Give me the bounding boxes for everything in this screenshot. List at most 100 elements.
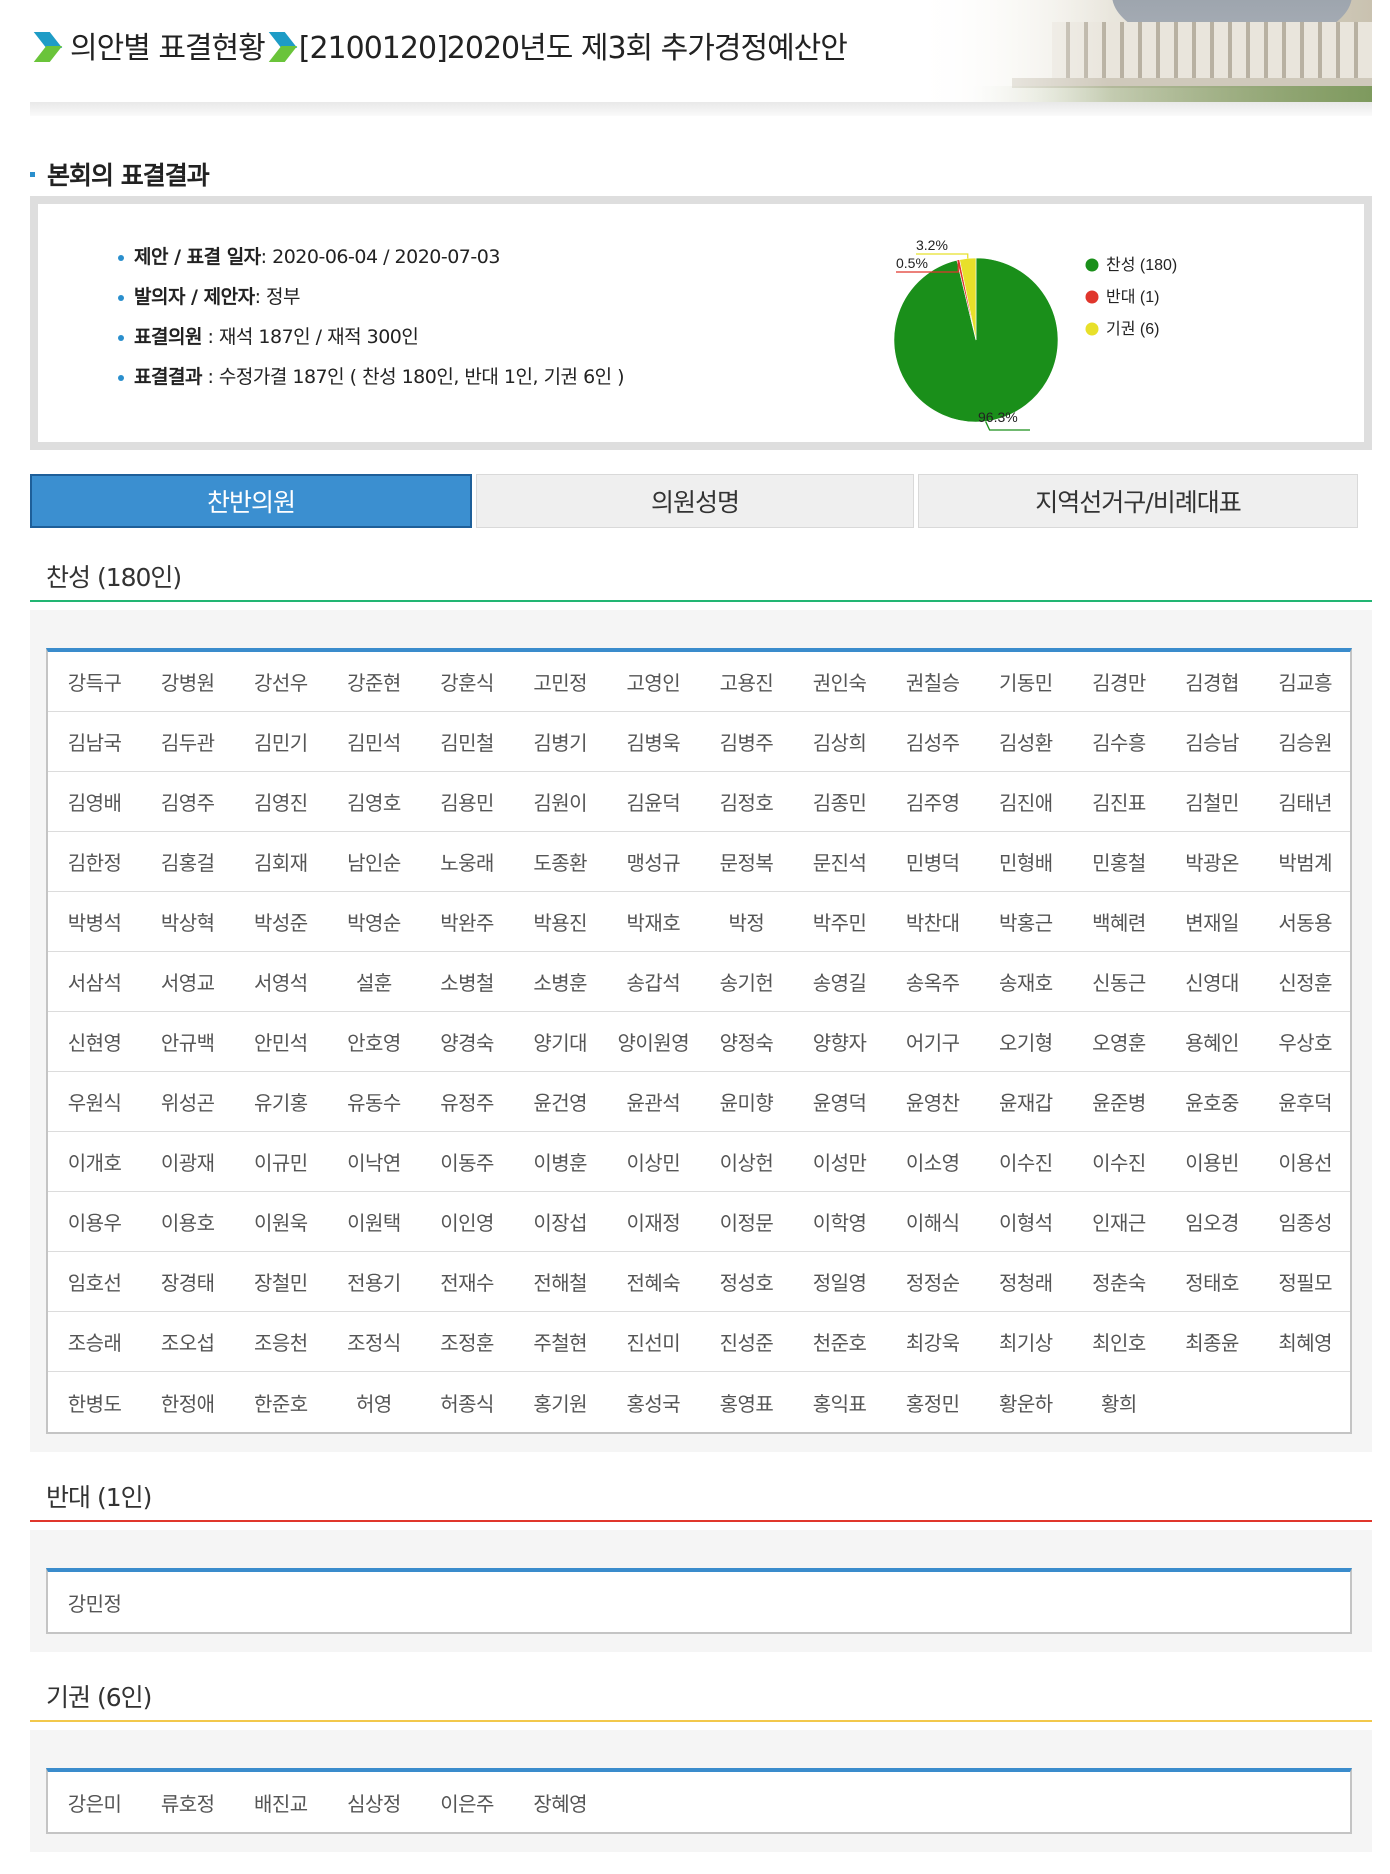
member-name-link[interactable]: 맹성규 bbox=[626, 851, 681, 875]
member-name-link[interactable]: 윤영찬 bbox=[905, 1091, 960, 1115]
member-name-link[interactable]: 김영배 bbox=[67, 791, 122, 815]
member-name-link[interactable]: 신현영 bbox=[67, 1031, 122, 1055]
member-name-link[interactable]: 이병훈 bbox=[533, 1151, 588, 1175]
member-name-link[interactable]: 이원욱 bbox=[253, 1211, 308, 1235]
member-name-link[interactable]: 조오섭 bbox=[160, 1331, 215, 1355]
member-name-link[interactable]: 유정주 bbox=[440, 1091, 494, 1115]
member-name-link[interactable]: 김병욱 bbox=[626, 731, 681, 755]
member-name-link[interactable]: 김병주 bbox=[719, 731, 774, 755]
tab-district[interactable]: 지역선거구/비례대표 bbox=[918, 474, 1358, 528]
member-name-link[interactable]: 최강욱 bbox=[905, 1331, 960, 1355]
member-name-link[interactable]: 박찬대 bbox=[905, 911, 960, 935]
member-name-link[interactable]: 유기홍 bbox=[253, 1091, 308, 1115]
member-name-link[interactable]: 황희 bbox=[1101, 1391, 1137, 1416]
member-name-link[interactable]: 소병철 bbox=[440, 971, 494, 995]
member-name-link[interactable]: 김민철 bbox=[440, 731, 494, 755]
member-name-link[interactable]: 박범계 bbox=[1278, 851, 1333, 875]
member-name-link[interactable]: 이소영 bbox=[905, 1151, 960, 1175]
member-name-link[interactable]: 김경협 bbox=[1185, 671, 1239, 695]
member-name-link[interactable]: 이원택 bbox=[347, 1211, 401, 1235]
member-name-link[interactable]: 고민정 bbox=[533, 671, 588, 695]
member-name-link[interactable]: 이상헌 bbox=[719, 1151, 774, 1175]
member-name-link[interactable]: 윤건영 bbox=[533, 1091, 588, 1115]
member-name-link[interactable]: 홍영표 bbox=[719, 1391, 774, 1416]
member-name-link[interactable]: 김주영 bbox=[905, 791, 960, 815]
member-name-link[interactable]: 조응천 bbox=[253, 1331, 308, 1355]
member-name-link[interactable]: 오영훈 bbox=[1092, 1031, 1146, 1055]
member-name-link[interactable]: 신정훈 bbox=[1278, 971, 1333, 995]
member-name-link[interactable]: 허영 bbox=[356, 1391, 392, 1416]
member-name-link[interactable]: 이용빈 bbox=[1185, 1151, 1239, 1175]
member-name-link[interactable]: 백혜련 bbox=[1092, 911, 1146, 935]
member-name-link[interactable]: 송재호 bbox=[998, 971, 1053, 995]
member-name-link[interactable]: 한병도 bbox=[67, 1391, 122, 1416]
member-name-link[interactable]: 이용우 bbox=[67, 1211, 122, 1235]
member-name-link[interactable]: 박주민 bbox=[812, 911, 867, 935]
member-name-link[interactable]: 강득구 bbox=[67, 671, 122, 695]
member-name-link[interactable]: 신영대 bbox=[1185, 971, 1239, 995]
member-name-link[interactable]: 양경숙 bbox=[440, 1031, 494, 1055]
member-name-link[interactable]: 김승남 bbox=[1185, 731, 1239, 755]
member-name-link[interactable]: 양기대 bbox=[533, 1031, 588, 1055]
member-name-link[interactable]: 양정숙 bbox=[719, 1031, 774, 1055]
member-name-link[interactable]: 박상혁 bbox=[160, 911, 215, 935]
member-name-link[interactable]: 홍기원 bbox=[533, 1391, 588, 1416]
member-name-link[interactable]: 홍정민 bbox=[905, 1391, 960, 1416]
member-name-link[interactable]: 임호선 bbox=[67, 1271, 122, 1295]
member-name-link[interactable]: 이낙연 bbox=[347, 1151, 401, 1175]
member-name-link[interactable]: 김영호 bbox=[347, 791, 401, 815]
member-name-link[interactable]: 강선우 bbox=[253, 671, 308, 695]
member-name-link[interactable]: 이규민 bbox=[253, 1151, 308, 1175]
member-name-link[interactable]: 전용기 bbox=[347, 1271, 401, 1295]
member-name-link[interactable]: 이해식 bbox=[905, 1211, 960, 1235]
member-name-link[interactable]: 최종윤 bbox=[1185, 1331, 1239, 1355]
member-name-link[interactable]: 진선미 bbox=[626, 1331, 681, 1355]
member-name-link[interactable]: 이동주 bbox=[440, 1151, 494, 1175]
member-name-link[interactable]: 김경만 bbox=[1092, 671, 1146, 695]
member-name-link[interactable]: 이광재 bbox=[160, 1151, 215, 1175]
member-name-link[interactable]: 김한정 bbox=[67, 851, 122, 875]
member-name-link[interactable]: 기동민 bbox=[998, 671, 1053, 695]
member-name-link[interactable]: 이수진 bbox=[998, 1151, 1053, 1175]
member-name-link[interactable]: 양이원영 bbox=[617, 1031, 690, 1055]
member-name-link[interactable]: 김진애 bbox=[998, 791, 1053, 815]
member-name-link[interactable]: 위성곤 bbox=[160, 1091, 215, 1115]
member-name-link[interactable]: 윤영덕 bbox=[812, 1091, 867, 1115]
member-name-link[interactable]: 김남국 bbox=[67, 731, 122, 755]
member-name-link[interactable]: 윤재갑 bbox=[998, 1091, 1053, 1115]
member-name-link[interactable]: 김홍걸 bbox=[160, 851, 215, 875]
member-name-link[interactable]: 장혜영 bbox=[533, 1791, 588, 1816]
member-name-link[interactable]: 김성주 bbox=[905, 731, 960, 755]
member-name-link[interactable]: 조승래 bbox=[67, 1331, 122, 1355]
member-name-link[interactable]: 서영석 bbox=[253, 971, 308, 995]
member-name-link[interactable]: 윤관석 bbox=[626, 1091, 681, 1115]
member-name-link[interactable]: 박영순 bbox=[347, 911, 401, 935]
member-name-link[interactable]: 양향자 bbox=[812, 1031, 867, 1055]
member-name-link[interactable]: 박성준 bbox=[253, 911, 308, 935]
member-name-link[interactable]: 이용선 bbox=[1278, 1151, 1333, 1175]
member-name-link[interactable]: 서동용 bbox=[1278, 911, 1333, 935]
member-name-link[interactable]: 진성준 bbox=[719, 1331, 774, 1355]
member-name-link[interactable]: 정일영 bbox=[812, 1271, 867, 1295]
member-name-link[interactable]: 정정순 bbox=[905, 1271, 960, 1295]
member-name-link[interactable]: 천준호 bbox=[812, 1331, 867, 1355]
breadcrumb-item-vote-status[interactable]: 의안별 표결현황 bbox=[70, 31, 266, 66]
member-name-link[interactable]: 이재정 bbox=[626, 1211, 681, 1235]
member-name-link[interactable]: 김윤덕 bbox=[626, 791, 681, 815]
member-name-link[interactable]: 안호영 bbox=[347, 1031, 401, 1055]
member-name-link[interactable]: 김용민 bbox=[440, 791, 494, 815]
member-name-link[interactable]: 황운하 bbox=[998, 1391, 1053, 1416]
member-name-link[interactable]: 임종성 bbox=[1278, 1211, 1333, 1235]
member-name-link[interactable]: 이정문 bbox=[719, 1211, 774, 1235]
tab-member-name[interactable]: 의원성명 bbox=[476, 474, 914, 528]
member-name-link[interactable]: 최인호 bbox=[1092, 1331, 1146, 1355]
member-name-link[interactable]: 허종식 bbox=[440, 1391, 494, 1416]
member-name-link[interactable]: 정성호 bbox=[719, 1271, 774, 1295]
member-name-link[interactable]: 김철민 bbox=[1185, 791, 1239, 815]
member-name-link[interactable]: 이형석 bbox=[998, 1211, 1053, 1235]
member-name-link[interactable]: 류호정 bbox=[160, 1791, 215, 1816]
member-name-link[interactable]: 정필모 bbox=[1278, 1271, 1333, 1295]
member-name-link[interactable]: 박홍근 bbox=[998, 911, 1053, 935]
member-name-link[interactable]: 이학영 bbox=[812, 1211, 867, 1235]
member-name-link[interactable]: 송갑석 bbox=[626, 971, 681, 995]
